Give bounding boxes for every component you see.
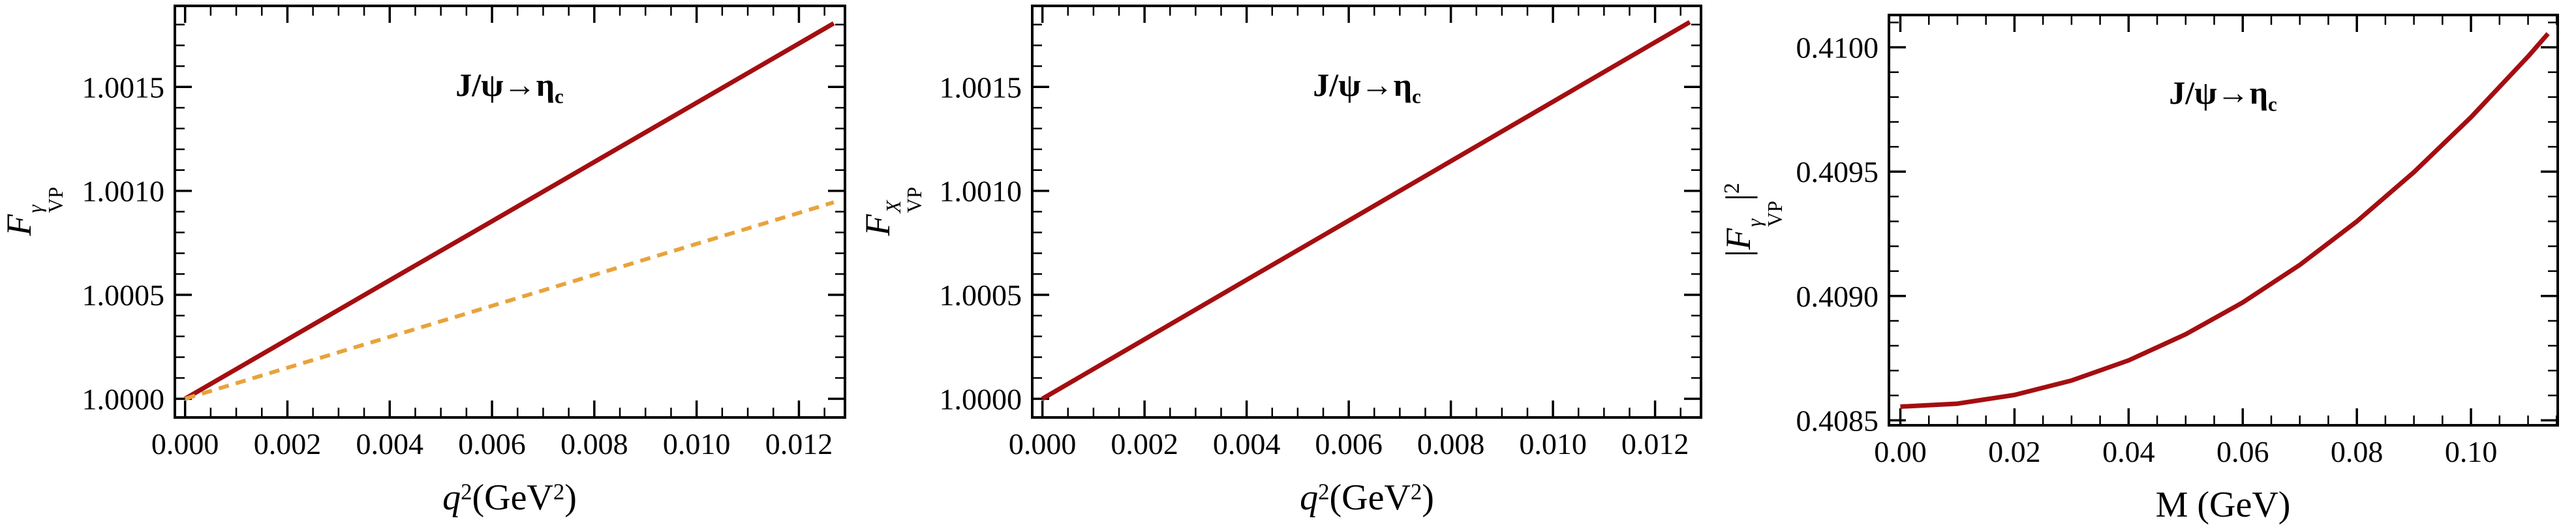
x-tick-label: 0.002 [1111,427,1178,461]
x-label-unit-close: ) [564,477,577,518]
y-label-superscript: X [882,200,906,213]
series-solid-dark-red [1900,32,2550,409]
y-label-superscript: γ [23,205,47,213]
series-dashed-orange [184,200,835,401]
x-label-exponent: 2 [461,479,472,505]
y-tick-label: 0.4095 [1796,155,1879,189]
y-tick-label: 1.0010 [940,175,1022,208]
x-tick-label: 0.004 [356,427,424,461]
series-solid-dark-red [1041,20,1691,401]
plot-title: J/ψ→ηc [455,68,563,106]
title-subscript: c [554,84,564,108]
plot-canvas-fvp-gamma: 0.000 0.002 0.004 0.006 0.008 0.010 0.012 1.000… [82,5,846,461]
x-tick-label: 0.10 [2445,435,2498,468]
y-label-superscript: γ [1743,219,1766,227]
y-axis-label: F X VP [857,187,927,236]
x-tick-label: 0.012 [765,427,833,461]
title-subscript: c [2267,92,2277,115]
x-axis-label: M (GeV) [2156,487,2291,523]
y-label-open-bar: | [1718,249,1758,257]
y-label-close-bar: | [1718,194,1758,201]
x-tick-label: 0.000 [1009,427,1077,461]
x-label-unit: (GeV [1329,477,1411,518]
x-axis-label: q2(GeV2) [442,479,577,516]
x-tick-label: 0.010 [663,427,731,461]
y-label-scripts: X VP [882,187,927,213]
y-tick-label: 1.0015 [82,70,165,104]
title-text: J/ψ→η [1313,67,1412,103]
x-tick-label: 0.000 [151,427,219,461]
plot-title: J/ψ→ηc [1313,68,1420,106]
y-label-scripts: γ VP [23,187,68,213]
x-tick-label: 0.02 [1988,435,2041,468]
y-label-squared: 2 [1720,183,1745,194]
y-label-symbol: F [0,214,38,236]
y-tick-label: 1.0005 [940,279,1022,312]
x-label-unit-exponent: 2 [553,479,565,505]
x-tick-label: 0.006 [1315,427,1383,461]
y-axis-label: |F γ VP |2 [1718,183,1787,257]
y-label-symbol: F [1718,228,1758,250]
y-tick-label: 1.0000 [940,382,1022,416]
plot-canvas-fvp-gamma-squared: 0.00 0.02 0.04 0.06 0.08 0.10 0.4085 0.4090 0.40… [1796,14,2559,468]
plot-frame [1031,5,1702,419]
x-tick-label: 0.004 [1213,427,1281,461]
x-label-exponent: 2 [1318,479,1330,505]
y-label-subscript: VP [44,187,68,213]
series-solid-dark-red [183,21,835,401]
x-label-symbol: q [1300,477,1319,518]
x-tick-label: 0.002 [254,427,322,461]
x-axis-label: q2(GeV2) [1300,479,1434,516]
y-tick-label: 1.0015 [940,70,1022,104]
x-tick-label: 0.008 [560,427,628,461]
plot-title: J/ψ→ηc [2169,76,2277,114]
plot-frame [1888,14,2559,427]
title-text: J/ψ→η [455,67,555,103]
y-label-symbol: F [857,214,897,236]
x-tick-label: 0.006 [458,427,526,461]
y-tick-label: 1.0005 [82,279,165,312]
panel-fvp-gamma: 0.000 0.002 0.004 0.006 0.008 0.010 0.012 1.000… [0,0,859,529]
x-tick-label: 0.06 [2216,435,2269,468]
y-label-subscript: VP [1764,200,1787,227]
y-tick-label: 0.4100 [1796,31,1879,65]
plot-canvas-fvp-x: 0.000 0.002 0.004 0.006 0.008 0.010 0.012 1.000… [940,5,1702,461]
x-tick-label: 0.012 [1621,427,1689,461]
x-label-unit-close: ) [1422,477,1434,518]
x-tick-label: 0.08 [2331,435,2384,468]
y-tick-label: 0.4090 [1796,280,1879,313]
title-text: J/ψ→η [2169,74,2268,111]
plot-frame [174,5,846,419]
y-tick-label: 1.0000 [82,382,165,416]
x-label-symbol: q [442,477,461,518]
x-tick-label: 0.008 [1417,427,1485,461]
y-tick-label: 1.0010 [82,175,165,208]
x-tick-label: 0.00 [1874,435,1927,468]
x-tick-label: 0.04 [2102,435,2155,468]
y-tick-label: 0.4085 [1796,404,1879,437]
panel-fvp-gamma-squared: 0.00 0.02 0.04 0.06 0.08 0.10 0.4085 0.4090 0.40… [1717,0,2576,529]
y-label-subscript: VP [903,187,927,213]
y-label-scripts: γ VP [1743,200,1787,227]
x-label-unit: (GeV [472,477,553,518]
title-subscript: c [1411,84,1421,108]
x-label-text: M (GeV) [2155,485,2291,525]
x-label-unit-exponent: 2 [1410,479,1422,505]
panel-fvp-x: 0.000 0.002 0.004 0.006 0.008 0.010 0.012 1.000… [857,0,1717,529]
x-tick-label: 0.010 [1519,427,1587,461]
